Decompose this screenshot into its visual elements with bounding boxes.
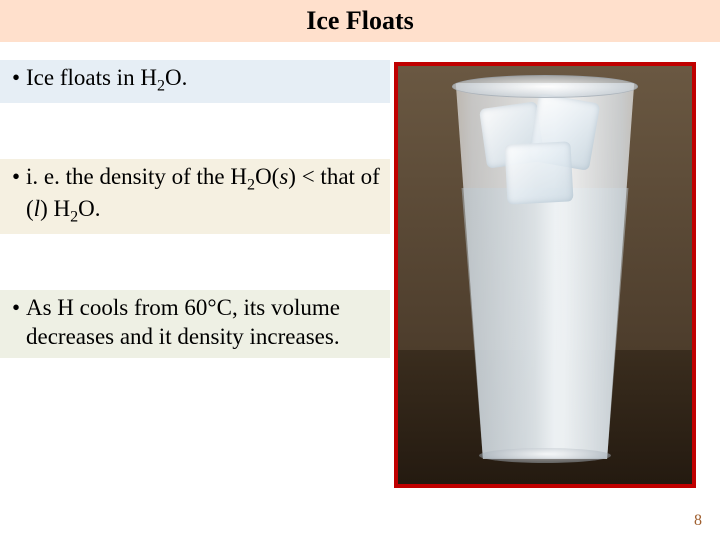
bullet-text: As H cools from 60°C, its volume decreas… [26,294,384,352]
ice-cube [505,141,574,205]
slide-title: Ice Floats [0,0,720,42]
bullet-marker: • [6,163,26,192]
page-number: 8 [694,512,702,530]
bullet-item: • i. e. the density of the H2O(s) < that… [0,159,390,234]
water-fill [448,188,642,459]
glass-base [479,448,611,463]
bullet-item: • Ice floats in H2O. [0,60,390,103]
bullet-marker: • [6,294,26,323]
bullet-item: • As H cools from 60°C, its volume decre… [0,290,390,358]
glass-rim [452,75,638,98]
bullet-text: i. e. the density of the H2O(s) < that o… [26,163,384,228]
bullet-text: Ice floats in H2O. [26,64,384,97]
illustration-frame [394,62,696,488]
bullet-list: • Ice floats in H2O. • i. e. the density… [0,60,390,414]
bullet-marker: • [6,64,26,93]
glass-of-water [448,83,642,459]
